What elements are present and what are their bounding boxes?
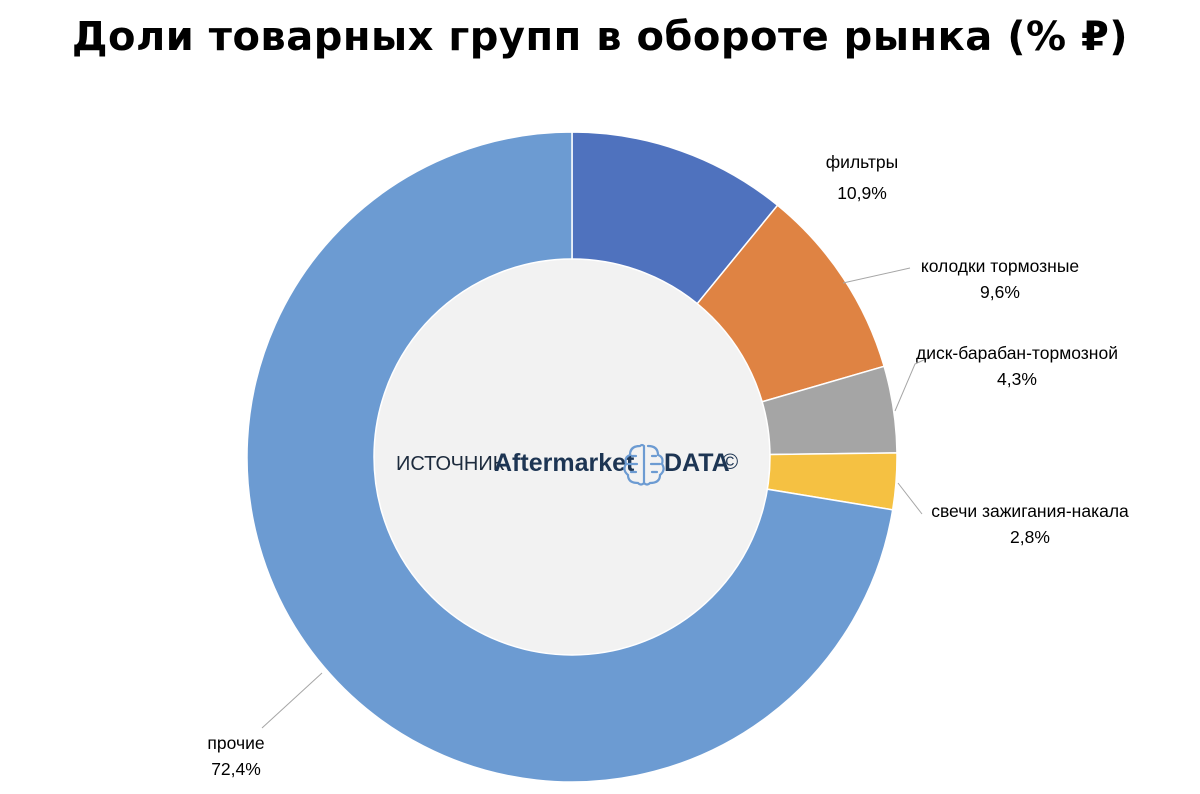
source-brand-suffix: DATA: [664, 449, 730, 477]
slice-label-spark-plugs: свечи зажигания-накала: [931, 501, 1129, 521]
donut-center: [373, 258, 771, 656]
slice-value-brake-pads: 9,6%: [980, 282, 1020, 302]
slice-label-other: прочие: [207, 733, 264, 753]
slice-value-other: 72,4%: [211, 759, 261, 779]
leader-line-other: [261, 672, 323, 729]
slice-label-filters: фильтры: [826, 152, 898, 172]
slice-labels: фильтры 10,9% колодки тормозные 9,6% диск-ба…: [207, 152, 1129, 779]
brain-icon: [623, 443, 665, 486]
leader-line-brake-discs: [894, 357, 929, 412]
leader-line-spark-plugs: [897, 482, 923, 515]
slice-value-filters: 10,9%: [837, 183, 887, 203]
slice-label-brake-pads: колодки тормозные: [921, 256, 1079, 276]
chart-title: Доли товарных групп в обороте рынка (% ₽…: [71, 14, 1129, 60]
leader-lines: [261, 267, 929, 729]
leader-line-brake-pads: [842, 267, 911, 284]
slice-value-spark-plugs: 2,8%: [1010, 527, 1050, 547]
source-prefix: ИСТОЧНИК: [396, 453, 505, 475]
slice-value-brake-discs: 4,3%: [997, 369, 1037, 389]
slice-label-brake-discs: диск-барабан-тормозной: [916, 343, 1118, 363]
source-brand: Aftermarket: [494, 449, 635, 477]
source-watermark: ИСТОЧНИК Aftermarket DATA ©: [396, 443, 738, 486]
source-copyright: ©: [722, 449, 738, 474]
